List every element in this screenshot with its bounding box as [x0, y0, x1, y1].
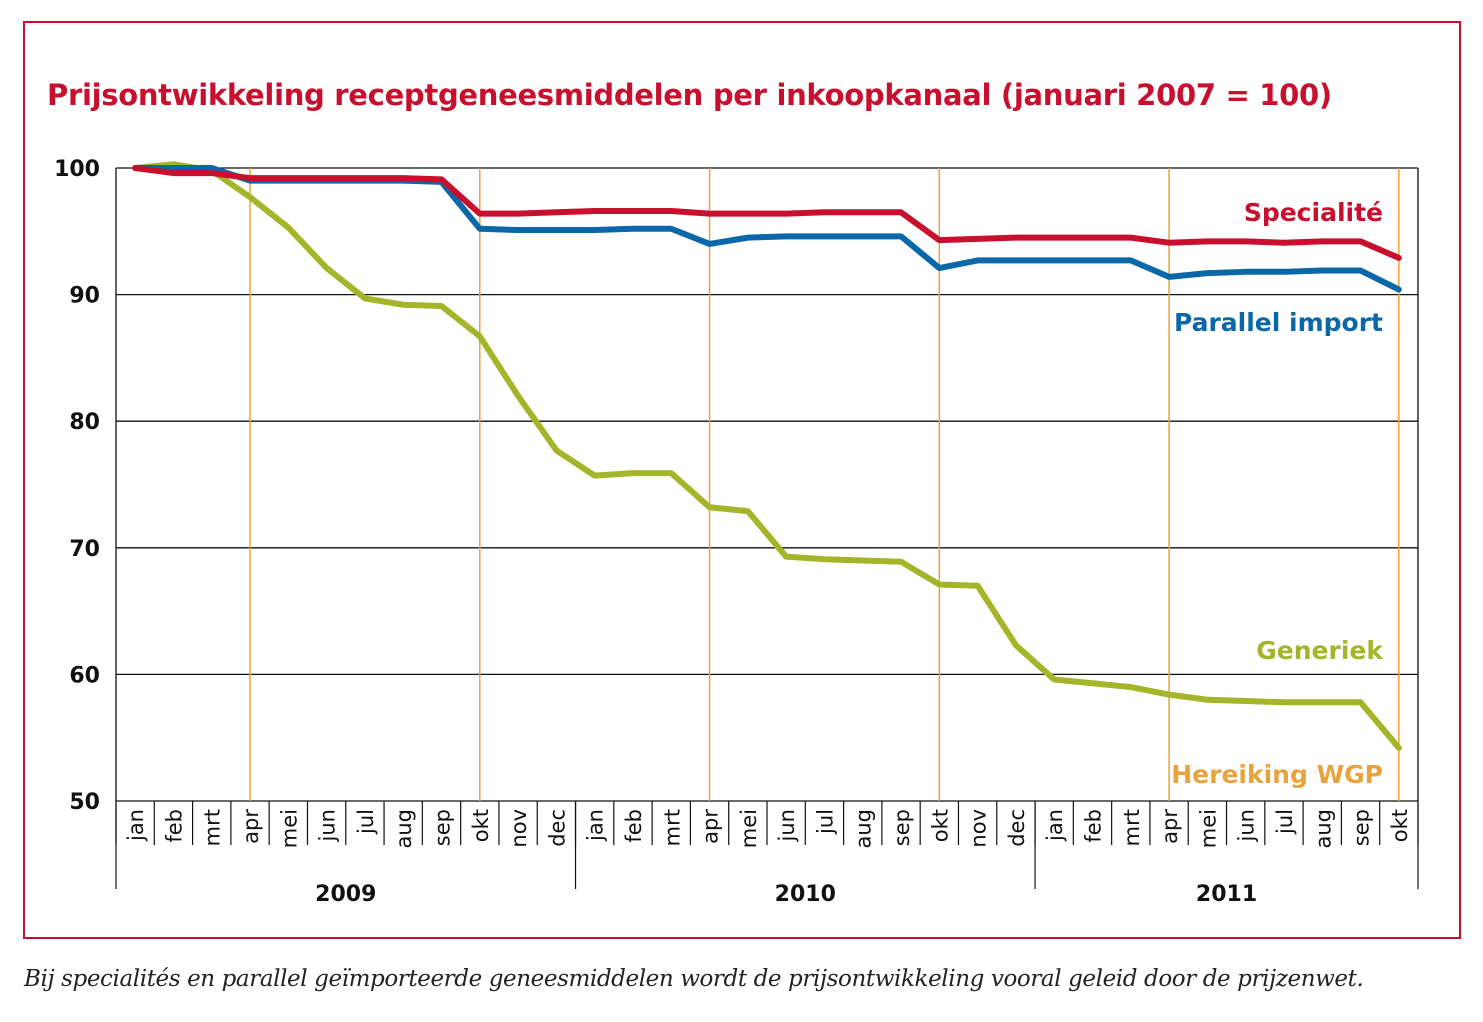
- x-tick-label: jul: [354, 809, 378, 835]
- x-tick-label: sep: [431, 809, 455, 846]
- x-tick-label: mei: [277, 809, 301, 848]
- x-tick-label: mrt: [201, 809, 225, 846]
- x-tick-label: dec: [545, 809, 569, 847]
- figure-caption: Bij specialités en parallel geïmporteerd…: [24, 966, 1364, 992]
- x-tick-label: mei: [1196, 809, 1220, 848]
- x-tick-label: okt: [1388, 809, 1412, 842]
- series-line-parallel-import: [132, 165, 1402, 293]
- x-tick-label: jul: [813, 809, 837, 835]
- y-tick-label: 60: [69, 663, 100, 688]
- x-tick-label: apr: [1158, 809, 1182, 844]
- y-tick-label: 50: [69, 790, 100, 815]
- legend-label: Hereiking WGP: [1171, 760, 1383, 789]
- x-tick-label: jun: [775, 809, 799, 842]
- x-tick-label: sep: [890, 809, 914, 846]
- x-tick-label: jan: [1043, 809, 1067, 842]
- chart-frame: [23, 21, 1461, 939]
- legend-label: Generiek: [1256, 636, 1384, 665]
- year-label: 2011: [1196, 882, 1257, 907]
- x-tick-label: feb: [1082, 809, 1106, 843]
- series-line-generiek: [132, 161, 1402, 751]
- x-tick-label: dec: [1005, 809, 1029, 847]
- x-tick-label: apr: [699, 809, 723, 844]
- x-tick-label: jun: [316, 809, 340, 842]
- x-tick-label: aug: [852, 809, 876, 849]
- chart-title: Prijsontwikkeling receptgeneesmiddelen p…: [47, 78, 1332, 112]
- x-tick-label: sep: [1350, 809, 1374, 846]
- series-line-specialit-: [132, 165, 1402, 261]
- y-tick-label: 70: [69, 537, 100, 562]
- x-tick-label: feb: [622, 809, 646, 843]
- x-tick-label: aug: [1311, 809, 1335, 849]
- x-tick-label: jan: [584, 809, 608, 842]
- legend-label: Specialité: [1244, 198, 1383, 227]
- x-tick-label: aug: [392, 809, 416, 849]
- x-tick-label: jun: [1235, 809, 1259, 842]
- x-tick-label: mrt: [1120, 809, 1144, 846]
- x-tick-label: feb: [162, 809, 186, 843]
- y-tick-label: 100: [54, 157, 100, 182]
- x-tick-label: mrt: [660, 809, 684, 846]
- x-tick-label: okt: [928, 809, 952, 842]
- x-tick-label: jan: [124, 809, 148, 842]
- y-tick-label: 80: [69, 410, 100, 435]
- year-label: 2009: [315, 882, 376, 907]
- y-tick-label: 90: [69, 284, 100, 309]
- x-tick-label: mei: [737, 809, 761, 848]
- x-tick-label: apr: [239, 809, 263, 844]
- x-tick-label: okt: [469, 809, 493, 842]
- legend-label: Parallel import: [1174, 308, 1383, 337]
- x-tick-label: jul: [1273, 809, 1297, 835]
- x-tick-label: nov: [507, 809, 531, 848]
- x-tick-label: nov: [967, 809, 991, 848]
- year-label: 2010: [775, 882, 836, 907]
